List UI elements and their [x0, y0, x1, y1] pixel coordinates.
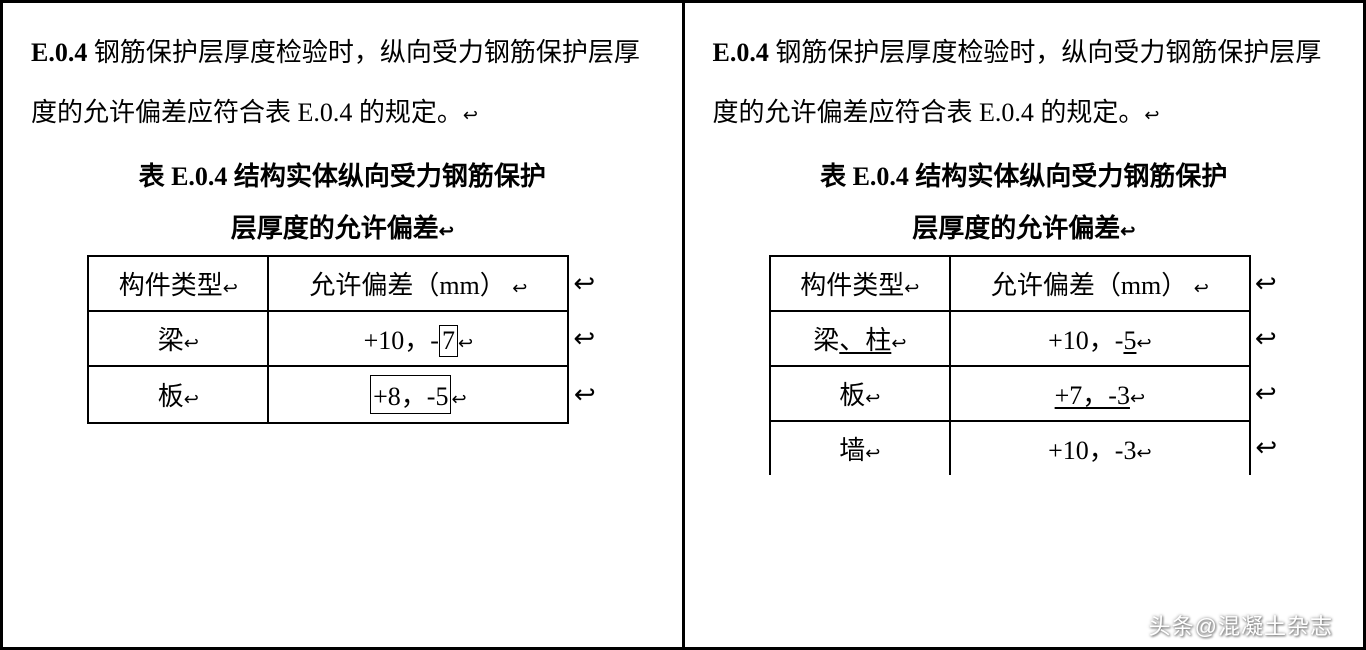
paragraph-text: 钢筋保护层厚度检验时，纵向受力钢筋保护层厚度的允许偏差应符合表 E.0.4 的规…	[31, 38, 640, 127]
row-return-icon: ↩	[568, 256, 596, 311]
left-table-title-1: 表 E.0.4 结构实体纵向受力钢筋保护	[31, 151, 654, 203]
underlined-change: 5	[1123, 326, 1136, 355]
row-return-icon: ↩	[1250, 256, 1278, 311]
left-table-wrap: 构件类型↩ 允许偏差（mm） ↩ ↩ 梁↩ +10，-7↩ ↩ 板↩ +8，-5…	[31, 255, 654, 424]
right-table-title-1: 表 E.0.4 结构实体纵向受力钢筋保护	[713, 151, 1336, 203]
table-cell: +10，-7↩	[268, 311, 568, 366]
table-cell: 梁、柱↩	[770, 311, 950, 366]
clause-number: E.0.4	[31, 38, 87, 67]
return-mark: ↩	[1144, 105, 1159, 125]
left-column: E.0.4 钢筋保护层厚度检验时，纵向受力钢筋保护层厚度的允许偏差应符合表 E.…	[3, 3, 685, 647]
table-cell: +10，-5↩	[950, 311, 1250, 366]
left-paragraph: E.0.4 钢筋保护层厚度检验时，纵向受力钢筋保护层厚度的允许偏差应符合表 E.…	[31, 23, 654, 143]
document-comparison-container: E.0.4 钢筋保护层厚度检验时，纵向受力钢筋保护层厚度的允许偏差应符合表 E.…	[0, 0, 1366, 650]
row-return-icon: ↩	[1250, 421, 1278, 475]
table-cell: 板↩	[88, 366, 268, 423]
table-row: 板↩ +7，-3↩ ↩	[770, 366, 1278, 421]
header-cell: 允许偏差（mm） ↩	[950, 256, 1250, 311]
table-cell: 板↩	[770, 366, 950, 421]
right-table: 构件类型↩ 允许偏差（mm） ↩ ↩ 梁、柱↩ +10，-5↩ ↩ 板↩ +7，…	[769, 255, 1279, 475]
table-cell: +10，-3↩	[950, 421, 1250, 475]
table-row: 梁↩ +10，-7↩ ↩	[88, 311, 596, 366]
table-cell: 梁↩	[88, 311, 268, 366]
return-mark: ↩	[463, 105, 478, 125]
row-return-icon: ↩	[568, 311, 596, 366]
left-table: 构件类型↩ 允许偏差（mm） ↩ ↩ 梁↩ +10，-7↩ ↩ 板↩ +8，-5…	[87, 255, 597, 424]
row-return-icon: ↩	[1250, 311, 1278, 366]
underlined-change: 、柱	[839, 326, 891, 355]
table-header-row: 构件类型↩ 允许偏差（mm） ↩ ↩	[770, 256, 1278, 311]
right-table-wrap: 构件类型↩ 允许偏差（mm） ↩ ↩ 梁、柱↩ +10，-5↩ ↩ 板↩ +7，…	[713, 255, 1336, 475]
header-cell: 允许偏差（mm） ↩	[268, 256, 568, 311]
table-row: 梁、柱↩ +10，-5↩ ↩	[770, 311, 1278, 366]
boxed-change: +8，-5	[370, 375, 451, 414]
right-table-title-2: 层厚度的允许偏差↩	[713, 203, 1336, 255]
row-return-icon: ↩	[1250, 366, 1278, 421]
watermark-text: 头条@混凝土杂志	[1149, 609, 1333, 641]
table-cell: +8，-5↩	[268, 366, 568, 423]
table-cell: 墙↩	[770, 421, 950, 475]
header-cell: 构件类型↩	[770, 256, 950, 311]
underlined-change: +7，-3	[1055, 381, 1130, 410]
left-table-title-2: 层厚度的允许偏差↩	[31, 203, 654, 255]
right-paragraph: E.0.4 钢筋保护层厚度检验时，纵向受力钢筋保护层厚度的允许偏差应符合表 E.…	[713, 23, 1336, 143]
table-cell: +7，-3↩	[950, 366, 1250, 421]
boxed-change: 7	[439, 325, 458, 357]
header-cell: 构件类型↩	[88, 256, 268, 311]
table-row: 墙↩ +10，-3↩ ↩	[770, 421, 1278, 475]
clause-number: E.0.4	[713, 38, 769, 67]
row-return-icon: ↩	[568, 366, 596, 423]
right-column: E.0.4 钢筋保护层厚度检验时，纵向受力钢筋保护层厚度的允许偏差应符合表 E.…	[685, 3, 1364, 647]
table-header-row: 构件类型↩ 允许偏差（mm） ↩ ↩	[88, 256, 596, 311]
table-row: 板↩ +8，-5↩ ↩	[88, 366, 596, 423]
paragraph-text: 钢筋保护层厚度检验时，纵向受力钢筋保护层厚度的允许偏差应符合表 E.0.4 的规…	[713, 38, 1322, 127]
